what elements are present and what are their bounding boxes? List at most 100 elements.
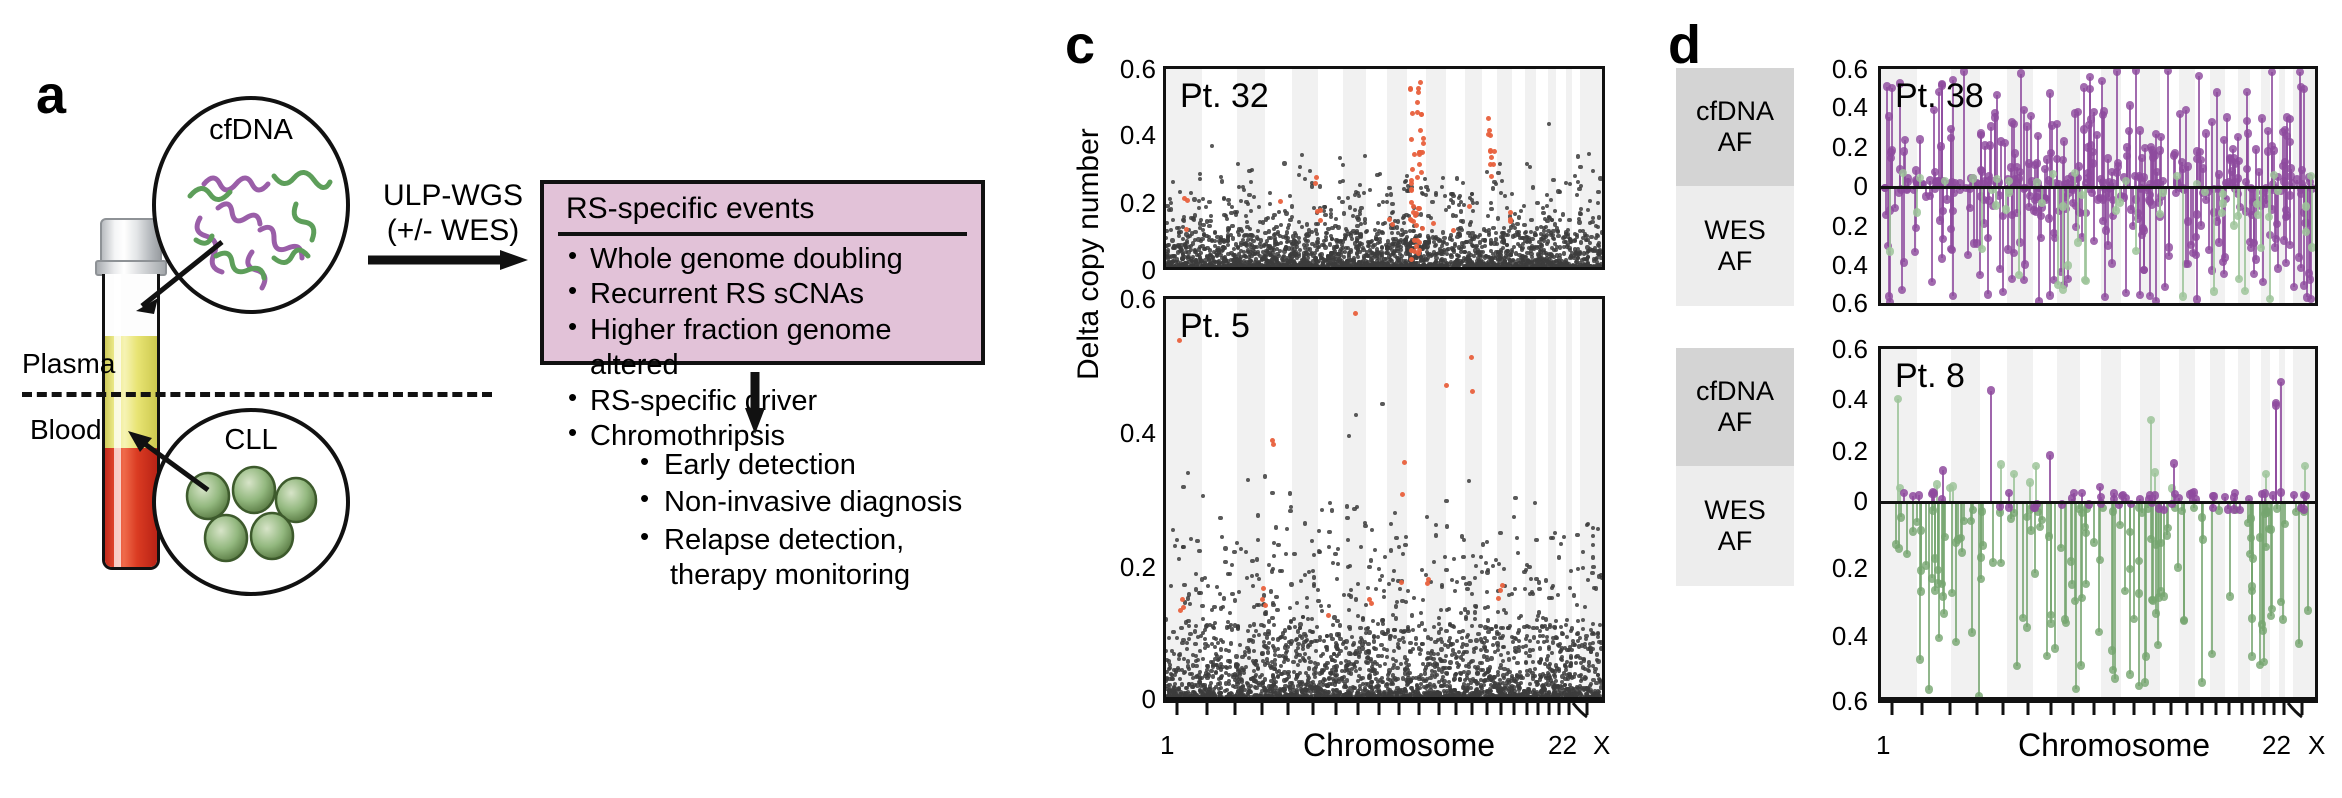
data-point (1402, 655, 1408, 660)
data-point (1193, 258, 1199, 263)
data-point (1456, 195, 1462, 201)
data-point (1260, 683, 1266, 688)
data-point (1336, 255, 1341, 260)
data-point (1324, 682, 1329, 687)
data-point (1347, 651, 1352, 656)
data-point (1330, 687, 1335, 692)
outcomes-list: Early detection Non-invasive diagnosis R… (640, 446, 962, 596)
data-point (1328, 264, 1333, 267)
data-point (1422, 244, 1427, 249)
data-point (1227, 664, 1232, 669)
data-point (1534, 537, 1539, 543)
data-point (1528, 229, 1533, 234)
data-point (1250, 167, 1255, 172)
data-point (1254, 235, 1259, 240)
data-point (1170, 179, 1175, 185)
data-point (1569, 626, 1574, 631)
data-point (1250, 583, 1255, 588)
data-point (1356, 194, 1362, 199)
data-point (1383, 242, 1388, 247)
data-point (1251, 648, 1256, 653)
data-point (1180, 236, 1185, 242)
data-point (1348, 250, 1353, 255)
data-point (1485, 131, 1491, 137)
data-point (1188, 243, 1193, 248)
data-point (1380, 401, 1385, 407)
data-point (1489, 206, 1494, 211)
data-point (1515, 550, 1520, 555)
data-point (1527, 668, 1532, 673)
data-point (1411, 259, 1416, 265)
data-point (1450, 577, 1455, 582)
data-point (1201, 232, 1206, 237)
data-point (1315, 638, 1320, 643)
data-point (1539, 263, 1544, 267)
plasma-label: Plasma (22, 348, 116, 379)
data-point (1332, 693, 1337, 697)
data-point (1580, 665, 1585, 670)
data-point (1180, 682, 1185, 687)
data-point (1546, 252, 1551, 257)
data-point (1278, 233, 1283, 238)
list-item: Early detection (640, 446, 962, 483)
data-point (1525, 251, 1530, 256)
data-point (1478, 623, 1483, 628)
data-point (1530, 673, 1535, 679)
data-point (1179, 230, 1184, 235)
data-point (1597, 240, 1602, 246)
data-point (1297, 165, 1303, 170)
data-point (1444, 264, 1450, 267)
cfdna-strands-icon (187, 170, 333, 291)
data-point (1234, 212, 1239, 217)
data-point (1270, 490, 1275, 496)
plot-pt32[interactable]: Pt. 32 (1163, 66, 1605, 270)
data-point (1552, 236, 1557, 241)
data-point (1470, 235, 1475, 240)
data-point (1593, 236, 1599, 241)
data-point (1404, 242, 1409, 248)
data-point (1598, 640, 1602, 645)
data-point (1175, 250, 1180, 255)
data-point (1236, 227, 1242, 232)
data-point (1312, 250, 1318, 255)
plot-pt32-title: Pt. 32 (1180, 77, 1269, 115)
chromosome-band (1465, 69, 1482, 267)
data-point (1171, 254, 1176, 259)
data-point (1280, 234, 1285, 240)
data-point (1409, 178, 1415, 184)
data-point (1558, 245, 1563, 250)
data-point (1574, 234, 1580, 240)
data-point (1316, 599, 1321, 604)
data-point (1448, 191, 1454, 196)
data-point (1241, 694, 1246, 697)
data-point (1338, 156, 1343, 161)
data-point (1588, 246, 1593, 251)
data-point (1302, 243, 1307, 248)
data-point (1561, 631, 1566, 636)
data-point (1330, 255, 1335, 260)
data-point (1195, 539, 1200, 544)
data-point (1377, 577, 1383, 582)
data-point (1470, 244, 1475, 249)
data-point (1549, 231, 1554, 236)
data-point (1585, 245, 1590, 250)
data-point (1483, 229, 1488, 234)
data-point (1182, 656, 1187, 661)
data-point (1233, 684, 1238, 690)
data-point (1205, 675, 1210, 680)
chromosome-band (1547, 299, 1557, 697)
data-point (1544, 193, 1550, 198)
data-point (1467, 222, 1473, 227)
data-point (1236, 259, 1241, 265)
data-point (1276, 253, 1282, 259)
data-point (1270, 254, 1275, 259)
data-point (1542, 238, 1547, 243)
data-point (1547, 622, 1552, 628)
data-point (1398, 261, 1403, 266)
data-point (1482, 635, 1487, 641)
plot-pt5[interactable]: Pt. 5 (1163, 296, 1605, 700)
data-point (1404, 189, 1409, 194)
data-point (1541, 232, 1547, 237)
data-point (1409, 257, 1415, 263)
data-point (1369, 257, 1374, 262)
